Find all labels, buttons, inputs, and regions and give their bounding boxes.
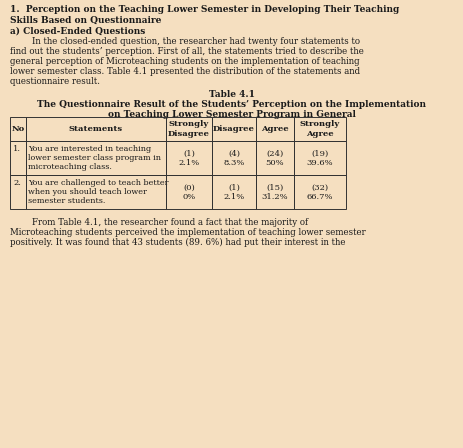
Text: (15)
31.2%: (15) 31.2% xyxy=(261,183,288,201)
Bar xyxy=(294,117,345,141)
Text: You are challenged to teach better
when you should teach lower
semester students: You are challenged to teach better when … xyxy=(28,179,168,205)
Text: (1)
2.1%: (1) 2.1% xyxy=(223,183,244,201)
Text: (1)
2.1%: (1) 2.1% xyxy=(178,149,199,167)
Text: (19)
39.6%: (19) 39.6% xyxy=(306,149,332,167)
Bar xyxy=(294,175,345,209)
Bar xyxy=(26,141,166,175)
Text: on Teaching Lower Semester Program in General: on Teaching Lower Semester Program in Ge… xyxy=(108,110,355,119)
Text: You are interested in teaching
lower semester class program in
microteaching cla: You are interested in teaching lower sem… xyxy=(28,145,161,171)
Text: 1.: 1. xyxy=(13,145,21,153)
Bar xyxy=(10,141,26,175)
Bar xyxy=(166,141,212,175)
Bar xyxy=(212,117,256,141)
Text: a) Closed-Ended Questions: a) Closed-Ended Questions xyxy=(10,27,145,36)
Text: (4)
8.3%: (4) 8.3% xyxy=(223,149,244,167)
Text: Disagree: Disagree xyxy=(213,125,254,133)
Text: No: No xyxy=(12,125,25,133)
Text: Skills Based on Questionnaire: Skills Based on Questionnaire xyxy=(10,16,161,25)
Bar xyxy=(294,141,345,175)
Text: positively. It was found that 43 students (89. 6%) had put their interest in the: positively. It was found that 43 student… xyxy=(10,238,345,247)
Text: Strongly
Agree: Strongly Agree xyxy=(299,121,339,138)
Text: (0)
0%: (0) 0% xyxy=(182,183,195,201)
Bar xyxy=(166,175,212,209)
Text: (24)
50%: (24) 50% xyxy=(265,149,284,167)
Bar xyxy=(212,175,256,209)
Bar xyxy=(10,175,26,209)
Bar xyxy=(26,175,166,209)
Bar xyxy=(26,117,166,141)
Bar xyxy=(166,117,212,141)
Bar xyxy=(256,141,294,175)
Text: From Table 4.1, the researcher found a fact that the majority of: From Table 4.1, the researcher found a f… xyxy=(10,218,307,227)
Text: Microteaching students perceived the implementation of teaching lower semester: Microteaching students perceived the imp… xyxy=(10,228,365,237)
Text: questionnaire result.: questionnaire result. xyxy=(10,77,100,86)
Text: find out the students’ perception. First of all, the statements tried to describ: find out the students’ perception. First… xyxy=(10,47,363,56)
Bar xyxy=(256,117,294,141)
Bar xyxy=(212,141,256,175)
Text: Agree: Agree xyxy=(261,125,288,133)
Text: Statements: Statements xyxy=(69,125,123,133)
Text: 2.: 2. xyxy=(13,179,21,187)
Text: In the closed-ended question, the researcher had twenty four statements to: In the closed-ended question, the resear… xyxy=(10,37,359,46)
Text: 1.  Perception on the Teaching Lower Semester in Developing Their Teaching: 1. Perception on the Teaching Lower Seme… xyxy=(10,5,398,14)
Text: Strongly
Disagree: Strongly Disagree xyxy=(168,121,209,138)
Text: (32)
66.7%: (32) 66.7% xyxy=(306,183,332,201)
Text: lower semester class. Table 4.1 presented the distribution of the statements and: lower semester class. Table 4.1 presente… xyxy=(10,67,359,76)
Text: Table 4.1: Table 4.1 xyxy=(208,90,255,99)
Text: general perception of Microteaching students on the implementation of teaching: general perception of Microteaching stud… xyxy=(10,57,359,66)
Bar xyxy=(10,117,26,141)
Text: The Questionnaire Result of the Students’ Perception on the Implementation: The Questionnaire Result of the Students… xyxy=(38,100,425,109)
Bar xyxy=(256,175,294,209)
